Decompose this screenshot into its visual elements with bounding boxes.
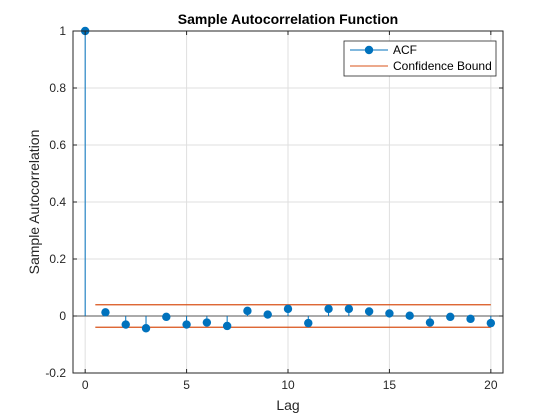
y-tick-label: 0.2 (49, 252, 66, 266)
x-tick-label: 5 (183, 378, 190, 392)
acf-point (344, 304, 354, 314)
x-axis-label: Lag (276, 397, 299, 413)
legend: ACF Confidence Bound (343, 40, 497, 77)
acf-point (304, 318, 313, 328)
acf-point (405, 311, 414, 320)
acf-point (243, 306, 252, 316)
y-tick-label: -0.2 (45, 366, 66, 380)
acf-point (222, 321, 232, 331)
acf-point (385, 309, 394, 318)
legend-bound-label: Confidence Bound (393, 59, 492, 73)
chart-title: Sample Autocorrelation Function (178, 11, 398, 27)
acf-point (101, 308, 110, 317)
x-tick-label: 10 (281, 378, 295, 392)
confidence-bounds (95, 304, 491, 328)
acf-point (425, 318, 435, 327)
acf-point (141, 324, 151, 333)
grid (73, 30, 503, 374)
x-tick-label: 20 (484, 378, 498, 392)
legend-acf-marker (364, 45, 374, 55)
acf-point (324, 304, 333, 314)
legend-acf-label: ACF (393, 43, 417, 57)
acf-point (364, 307, 374, 316)
acf-point (182, 320, 191, 329)
y-tick-label: 0.6 (49, 138, 66, 152)
acf-point (202, 318, 212, 327)
x-axis-ticks: 0 5 10 15 20 (82, 31, 498, 392)
acf-point (121, 320, 130, 329)
acf-point (446, 312, 455, 322)
y-tick-label: 0.4 (49, 195, 66, 209)
acf-markers (80, 26, 496, 333)
y-axis-label: Sample Autocorrelation (26, 130, 42, 275)
y-axis-ticks: -0.2 0 0.2 0.4 0.6 0.8 1 (45, 24, 503, 380)
acf-point (162, 312, 171, 322)
x-tick-label: 15 (383, 378, 397, 392)
acf-point (283, 304, 293, 314)
y-tick-label: 0.8 (49, 81, 66, 95)
acf-point (466, 314, 475, 324)
y-tick-label: 1 (59, 24, 66, 38)
acf-point (486, 318, 496, 328)
acf-point (263, 310, 272, 319)
x-tick-label: 0 (82, 378, 89, 392)
y-tick-label: 0 (59, 309, 66, 323)
